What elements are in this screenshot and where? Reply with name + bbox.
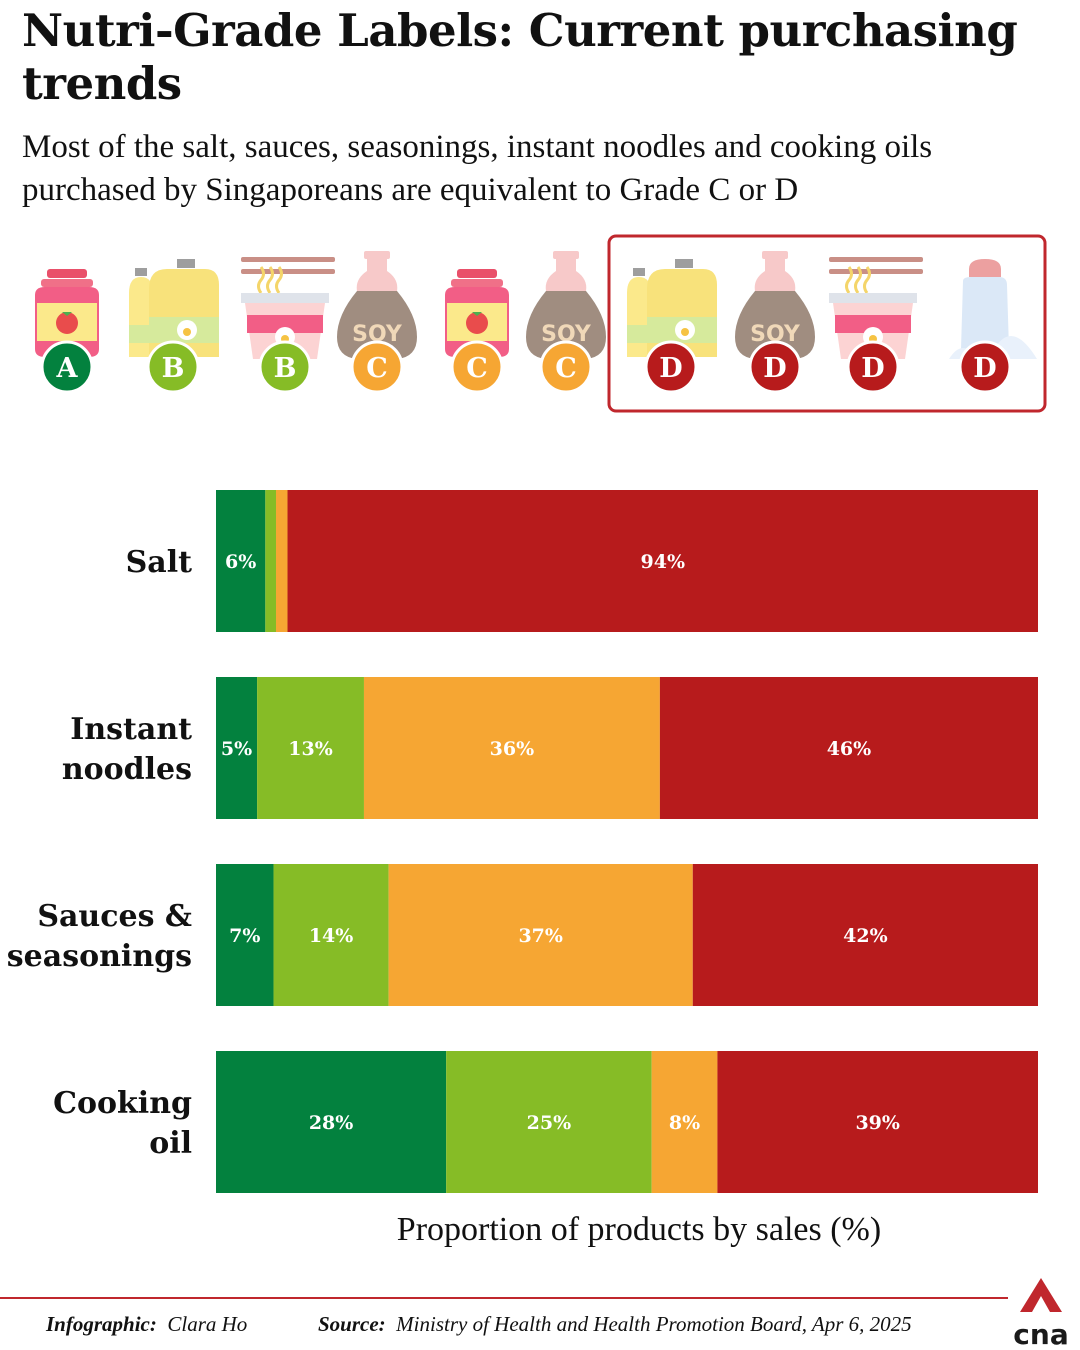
bar-segment-grade-b: [273, 864, 389, 1006]
bar-segment-grade-a: [216, 677, 258, 819]
category-label: Salt: [126, 545, 193, 580]
data-label: 36%: [490, 738, 535, 760]
bar-segment-grade-a: [216, 490, 266, 632]
jam-jar-icon: [445, 269, 509, 357]
grade-badge-circle: [40, 340, 94, 394]
bar-segment-grade-d: [717, 1051, 1038, 1193]
data-label: 28%: [309, 1112, 354, 1134]
data-label: 13%: [288, 738, 333, 760]
bar-segment-grade-a: [216, 864, 274, 1006]
bar-segment-grade-a: [216, 1051, 447, 1193]
data-label: 94%: [641, 551, 686, 573]
bar-segment-grade-b: [257, 677, 364, 819]
data-label: 39%: [855, 1112, 900, 1134]
grade-badge: B: [258, 340, 312, 394]
grade-badge-letter: A: [56, 353, 79, 384]
bar-segment-grade-c: [276, 490, 288, 632]
category-label: Instant noodles: [62, 712, 192, 787]
bar-segment-grade-c: [363, 677, 660, 819]
grade-badge: D: [846, 340, 900, 394]
grade-badge: C: [450, 340, 504, 394]
bar-segment-grade-b: [265, 490, 277, 632]
grade-badge-circle: [450, 340, 504, 394]
grade-badge-letter: D: [973, 353, 996, 384]
category-label: Sauces & seasonings: [7, 899, 192, 974]
stacked-bar-chart: Salt 6% 94% Instant noodles 5% 13% 36% 46% Sauces…: [7, 490, 1038, 1193]
data-label: 42%: [843, 925, 888, 947]
logo-mark: [1020, 1278, 1062, 1312]
grade-d-highlight-box: [607, 234, 1047, 413]
credit-value: Clara Ho: [167, 1312, 248, 1336]
grade-badge-letter: C: [555, 353, 577, 384]
data-label: 37%: [518, 925, 563, 947]
grade-badge-letter: D: [861, 353, 884, 384]
grade-badge-letter: B: [274, 353, 297, 384]
footer-credit: Infographic: Clara Ho: [46, 1311, 247, 1337]
bar-segment-grade-b: [446, 1051, 652, 1193]
chart-title: Nutri-Grade Labels: Current purchasing t…: [22, 4, 1018, 110]
chart-subtitle: Most of the salt, sauces, seasonings, in…: [22, 129, 933, 208]
oil-bottles-icon: [129, 259, 219, 357]
grade-badge-letter: D: [659, 353, 682, 384]
bar-segment-grade-c: [651, 1051, 718, 1193]
grade-badge: D: [748, 340, 802, 394]
footer-divider: [0, 1297, 1008, 1299]
source-label: Source:: [318, 1312, 386, 1336]
x-axis-label: Proportion of products by sales (%): [396, 1211, 882, 1248]
grade-badge-circle: [539, 340, 593, 394]
data-label: 7%: [229, 925, 260, 947]
grade-badge: D: [644, 340, 698, 394]
grade-badge-letter: C: [366, 353, 388, 384]
grade-badge-circle: [748, 340, 802, 394]
credit-label: Infographic:: [46, 1312, 157, 1336]
grade-badge-circle: [258, 340, 312, 394]
jam-jar-icon: [35, 269, 99, 357]
instant-noodle-cup-icon: [241, 257, 335, 359]
bar-segment-grade-c: [388, 864, 693, 1006]
grade-badge-circle: [846, 340, 900, 394]
soy-sauce-bottle-icon: SOY: [526, 251, 606, 359]
grade-badge-circle: [644, 340, 698, 394]
bar-segment-grade-d: [659, 677, 1038, 819]
grade-badge-circle: [958, 340, 1012, 394]
grade-badge-circle: [146, 340, 200, 394]
grade-badge: C: [350, 340, 404, 394]
data-label: 6%: [225, 551, 256, 573]
data-label: 46%: [827, 738, 872, 760]
cna-logo: cna: [1013, 1278, 1069, 1348]
soy-sauce-bottle-icon: SOY: [337, 251, 417, 359]
oil-bottles-icon: [627, 259, 717, 357]
grade-badge-letter: C: [466, 353, 488, 384]
grade-badge-letter: D: [763, 353, 786, 384]
bar-segment-grade-d: [692, 864, 1038, 1006]
grade-badge: A: [40, 340, 94, 394]
data-label: 25%: [527, 1112, 572, 1134]
grade-badge: D: [958, 340, 1012, 394]
bar-segment-grade-d: [287, 490, 1038, 632]
grade-badge-letter: B: [162, 353, 185, 384]
data-label: 5%: [221, 738, 252, 760]
data-label: 14%: [309, 925, 354, 947]
category-label: Cooking oil: [53, 1086, 192, 1161]
grade-badge-circle: [350, 340, 404, 394]
source-value: Ministry of Health and Health Promotion …: [396, 1312, 912, 1336]
logo-text: cna: [1013, 1318, 1068, 1348]
salt-shaker-icon: [949, 259, 1037, 359]
grade-badge: B: [146, 340, 200, 394]
data-label: 8%: [669, 1112, 700, 1134]
grade-badge: C: [539, 340, 593, 394]
footer-source: Source: Ministry of Health and Health Pr…: [318, 1311, 912, 1337]
